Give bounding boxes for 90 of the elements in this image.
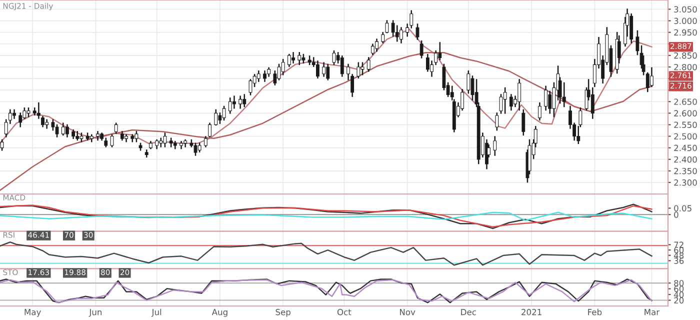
candlestick [228, 98, 232, 114]
y-tick-label: 2.950 [674, 29, 697, 36]
y-tick-label: 2.400 [674, 156, 697, 163]
candlestick [503, 87, 507, 114]
line-series [0, 52, 652, 191]
candlestick [110, 134, 114, 148]
x-tick-label: May [24, 309, 41, 317]
y-tick-label: 72 [674, 242, 684, 248]
candlestick [256, 70, 260, 82]
candlestick [375, 38, 378, 52]
candlestick [636, 30, 640, 56]
y-tick-label: 20 [674, 297, 684, 304]
candlestick [522, 109, 526, 136]
candlestick [114, 122, 118, 134]
x-tick-label: Aug [212, 309, 228, 317]
candlestick [61, 122, 65, 136]
y-tick-label: 60 [674, 286, 684, 292]
candlestick [292, 52, 295, 64]
x-tick-label: Jul [151, 308, 162, 317]
y-tick-label: 2.300 [674, 179, 697, 186]
y-tick-label: 2.500 [674, 133, 697, 140]
candlestick [590, 87, 594, 119]
candlestick [400, 27, 403, 44]
candlestick [420, 40, 424, 58]
candlestick [298, 52, 302, 66]
y-tick-label: 80 [674, 280, 684, 286]
candlestick [18, 112, 22, 128]
y-tick-label: 2.550 [674, 122, 697, 128]
candlestick [366, 57, 370, 72]
candlestick [395, 25, 399, 42]
y-tick-label: 2.600 [674, 110, 697, 116]
y-tick-label: 2.350 [674, 168, 697, 174]
candlestick [0, 139, 4, 151]
candlestick [222, 106, 226, 120]
candlestick [650, 67, 654, 87]
candlestick [538, 102, 542, 120]
line-series [0, 212, 652, 222]
x-tick-label: 2021 [522, 308, 542, 316]
candlestick [242, 94, 246, 108]
candlestick [287, 54, 291, 67]
candlestick [466, 70, 470, 94]
candlestick [332, 50, 336, 66]
candlestick [12, 109, 16, 119]
y-tick-label: 3.050 [674, 6, 697, 13]
candlestick [51, 119, 55, 131]
x-tick-label: Feb [588, 308, 602, 316]
candlestick [360, 62, 364, 76]
candlestick [316, 60, 320, 78]
candlestick [509, 94, 513, 111]
candlestick [493, 136, 497, 156]
candlestick [544, 86, 548, 111]
x-tick-label: Oct [337, 308, 352, 316]
candlestick [55, 124, 59, 138]
candlestick [263, 70, 266, 82]
candlestick [340, 55, 344, 77]
candlestick [238, 96, 242, 109]
x-tick-label: Sep [276, 308, 290, 317]
candlestick [194, 142, 198, 156]
candlestick [356, 62, 360, 78]
line-series [0, 242, 652, 266]
candlestick [326, 64, 330, 80]
x-tick-label: Jun [88, 309, 102, 317]
candlestick [232, 96, 236, 109]
candlestick [416, 24, 420, 40]
candlestick [134, 131, 138, 142]
candlestick [184, 139, 188, 148]
candlestick [495, 112, 499, 131]
y-tick-label: 40 [674, 291, 684, 298]
candlestick [163, 132, 167, 148]
candlestick [214, 109, 218, 126]
candlestick [518, 79, 522, 111]
candlestick [438, 42, 442, 60]
candlestick [273, 70, 277, 86]
y-tick-label: 0 [674, 212, 678, 218]
candlestick [281, 58, 285, 76]
candlestick [562, 82, 566, 108]
y-tick-label: 2.650 [674, 98, 697, 105]
x-tick-label: Dec [461, 309, 476, 316]
y-tick-label: 0.05 [674, 205, 692, 212]
y-tick-label: 2.450 [674, 144, 697, 152]
y-tick-label: 2.800 [674, 64, 697, 70]
candlestick [96, 131, 100, 141]
x-tick-label: Nov [400, 309, 416, 316]
candlestick [144, 149, 148, 158]
y-tick-label: 2.850 [674, 52, 697, 59]
y-tick-label: 3.000 [674, 18, 697, 24]
candlestick [322, 62, 326, 77]
candlestick [45, 119, 49, 129]
candlestick [66, 124, 69, 138]
x-tick-label: Mar [644, 309, 660, 316]
